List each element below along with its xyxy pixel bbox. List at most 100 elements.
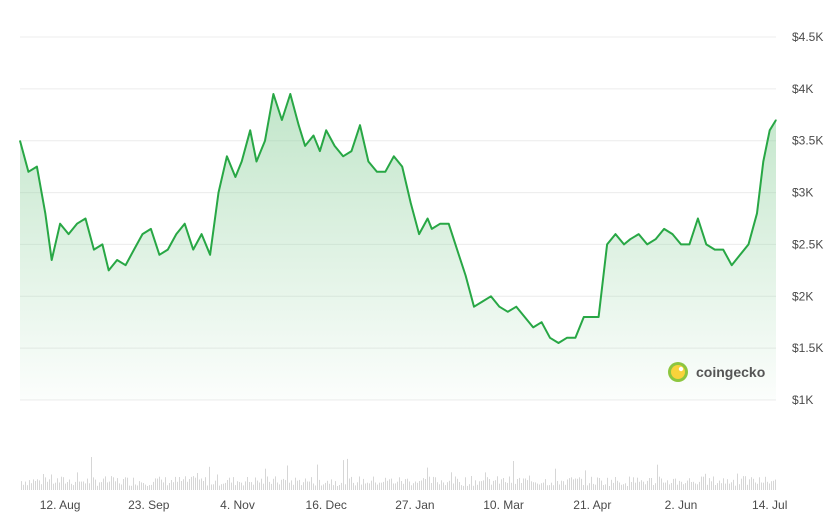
- volume-bar: [557, 481, 558, 490]
- price-line[interactable]: [19, 93, 777, 344]
- y-tick-label: $4.5K: [792, 30, 823, 44]
- volume-bar: [131, 485, 132, 490]
- volume-bar: [627, 486, 628, 490]
- volume-bar: [231, 482, 232, 490]
- brand-logo: coingecko: [668, 362, 765, 382]
- price-point: [688, 243, 691, 245]
- volume-bar: [117, 478, 118, 490]
- volume-bar: [567, 479, 568, 490]
- price-point: [465, 274, 467, 277]
- volume-bar: [447, 482, 448, 490]
- volume-bar: [123, 479, 124, 490]
- volume-bar: [135, 484, 136, 490]
- price-point: [27, 171, 29, 173]
- price-point: [769, 129, 771, 131]
- price-point: [93, 249, 95, 251]
- volume-bar: [629, 476, 630, 490]
- volume-bar: [549, 485, 550, 490]
- volume-bar: [309, 481, 310, 490]
- volume-bar: [605, 484, 606, 490]
- volume-bar: [43, 474, 44, 490]
- volume-bar: [337, 486, 338, 490]
- volume-bar: [551, 482, 552, 490]
- volume-bar: [299, 479, 300, 490]
- volume-bar: [405, 479, 406, 490]
- volume-bar: [271, 483, 272, 490]
- volume-bar: [691, 482, 692, 490]
- volume-bar: [121, 484, 122, 490]
- volume-bar: [673, 478, 674, 490]
- price-point: [747, 243, 750, 245]
- volume-bar: [655, 483, 656, 490]
- volume-bar: [97, 485, 98, 490]
- volume-bar: [157, 478, 158, 490]
- volume-bar: [127, 477, 128, 490]
- volume-bar: [741, 478, 742, 490]
- volume-bar: [101, 482, 102, 490]
- price-point: [175, 233, 177, 235]
- volume-bar: [331, 479, 332, 490]
- volume-bar: [559, 484, 560, 490]
- volume-bar: [721, 483, 722, 490]
- volume-bar: [525, 478, 526, 490]
- volume-bar: [257, 480, 258, 490]
- y-tick-label: $1K: [792, 393, 813, 407]
- volume-bar: [657, 464, 658, 490]
- volume-bar: [489, 479, 490, 490]
- volume-bar: [725, 483, 726, 490]
- volume-bar: [409, 481, 410, 490]
- volume-bar: [617, 480, 618, 490]
- volume-bar: [743, 476, 744, 490]
- x-tick-label: 2. Jun: [665, 498, 698, 512]
- price-point: [697, 217, 699, 220]
- volume-bar: [65, 483, 66, 490]
- volume-bar: [677, 484, 678, 490]
- volume-bar: [285, 480, 286, 490]
- volume-bar: [351, 476, 352, 490]
- volume-bar: [149, 485, 150, 490]
- volume-bar: [581, 478, 582, 490]
- volume-bar: [685, 483, 686, 490]
- price-point: [116, 259, 118, 261]
- volume-bar: [451, 472, 452, 490]
- volume-bar: [315, 485, 316, 490]
- volume-bar: [443, 482, 444, 490]
- volume-bar: [519, 477, 520, 490]
- price-point: [606, 243, 608, 245]
- volume-bar: [621, 484, 622, 490]
- volume-bar: [269, 481, 270, 490]
- volume-bar: [545, 479, 546, 490]
- volume-bar: [757, 483, 758, 490]
- volume-bar: [703, 476, 704, 490]
- volume-bar: [223, 483, 224, 490]
- volume-bar: [421, 480, 422, 490]
- volume-bar: [161, 479, 162, 490]
- volume-bar: [23, 484, 24, 490]
- volume-bar: [661, 478, 662, 490]
- volume-bar: [639, 481, 640, 490]
- volume-bar: [671, 483, 672, 490]
- volume-bar: [433, 476, 434, 490]
- volume-bar: [515, 483, 516, 490]
- volume-bar: [205, 477, 206, 490]
- volume-bar: [345, 484, 346, 490]
- volume-bar: [645, 484, 646, 490]
- volume-bar: [295, 477, 296, 490]
- price-point: [663, 228, 665, 230]
- volume-bar: [535, 482, 536, 490]
- volume-bar: [739, 484, 740, 490]
- volume-bar: [259, 482, 260, 490]
- volume-bar: [709, 478, 710, 490]
- price-point: [629, 238, 631, 240]
- volume-bar: [133, 477, 134, 490]
- volume-bar: [173, 482, 174, 490]
- price-point: [51, 259, 53, 261]
- price-point: [59, 223, 61, 225]
- price-point: [281, 119, 283, 121]
- x-tick-label: 12. Aug: [40, 498, 81, 512]
- price-point: [646, 243, 648, 245]
- volume-bar: [389, 479, 390, 490]
- volume-bar: [609, 486, 610, 490]
- price-point: [731, 264, 733, 266]
